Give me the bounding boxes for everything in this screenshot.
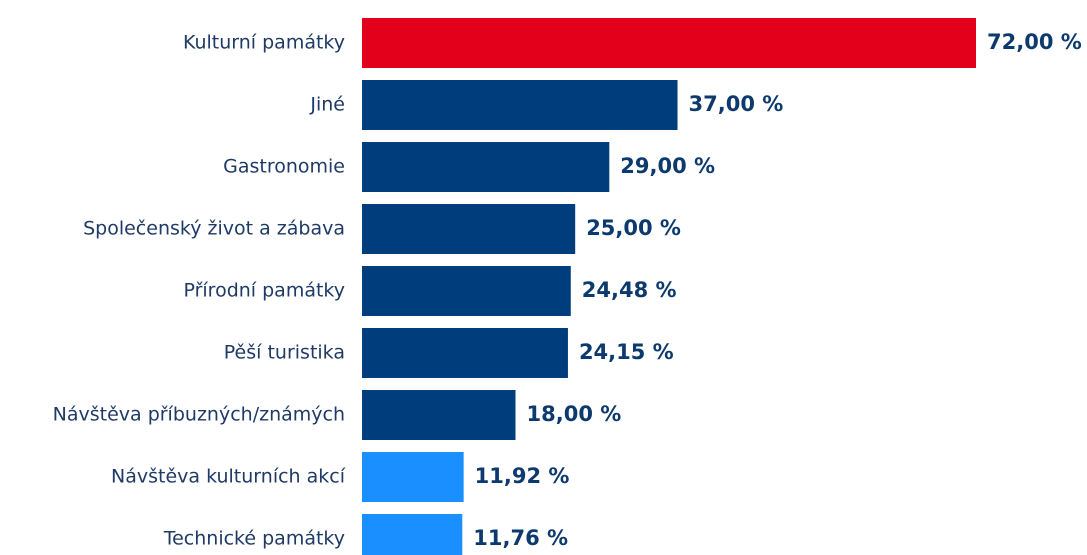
value-label: 29,00 % [620,154,715,178]
value-label: 72,00 % [987,30,1082,54]
category-label: Návštěva kulturních akcí [111,466,346,488]
category-label: Pěší turistika [224,342,345,364]
category-label: Jiné [309,94,345,116]
value-label: 18,00 % [527,402,622,426]
bar [362,390,516,440]
value-label: 11,92 % [475,464,570,488]
category-label: Technické památky [163,528,345,550]
bar [362,142,610,192]
value-label: 25,00 % [586,216,681,240]
bar [362,80,678,130]
category-label: Gastronomie [223,156,345,178]
category-label: Přírodní památky [183,280,345,302]
value-label: 24,15 % [579,340,674,364]
value-label: 24,48 % [582,278,677,302]
bar [362,204,576,254]
value-label: 11,76 % [473,526,568,550]
bar [362,18,976,68]
category-label: Společenský život a zábava [83,218,345,240]
bar [362,266,571,316]
category-label: Kulturní památky [183,32,345,54]
category-label: Návštěva příbuzných/známých [53,404,345,426]
value-label: 37,00 % [689,92,784,116]
bar [362,452,464,502]
bar [362,514,463,555]
bar [362,328,568,378]
